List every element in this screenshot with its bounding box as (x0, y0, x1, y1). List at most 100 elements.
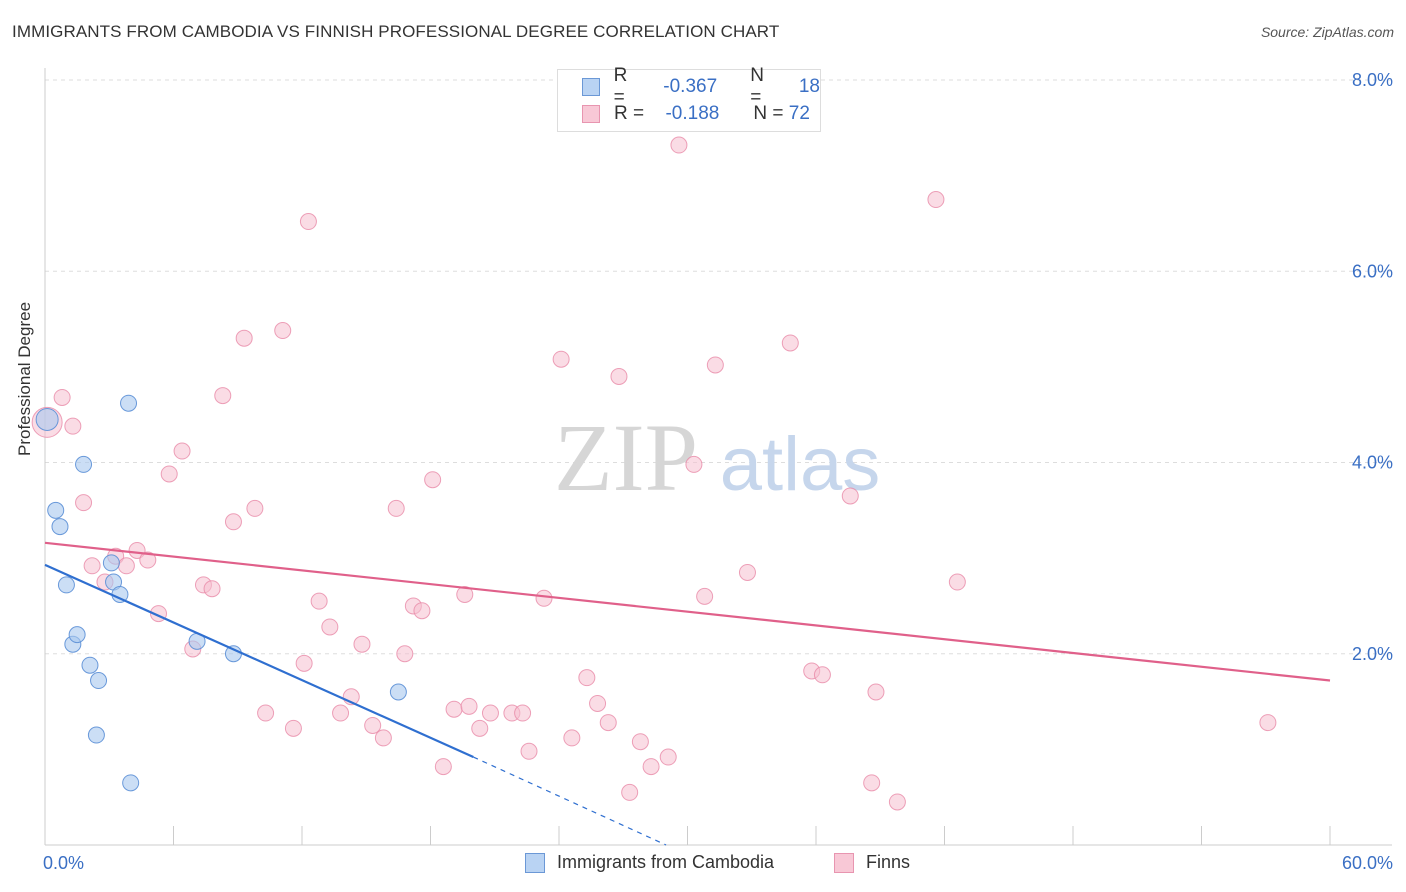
finns-point (460, 697, 478, 715)
n-value: 18 (798, 76, 820, 97)
finns-point (471, 719, 489, 737)
finns-point (589, 694, 607, 712)
trend-lines (44, 541, 1331, 846)
x-tick-label-min: 0.0% (43, 853, 84, 873)
legend-row-finns: R = -0.188 N = 72 (582, 102, 810, 126)
finns-point (456, 585, 474, 603)
finns-point (781, 334, 799, 352)
legend-label: Finns (866, 852, 911, 872)
cambodia-point (47, 501, 65, 519)
r-value: -0.188 (665, 103, 720, 124)
finns-point (563, 729, 581, 747)
finns-point (64, 417, 82, 435)
finns-point (445, 700, 463, 718)
cambodia-swatch (582, 78, 600, 96)
watermark: ZIP atlas (554, 404, 880, 511)
cambodia-point (87, 726, 105, 744)
legend-item-cambodia[interactable]: Immigrants from Cambodia (525, 852, 774, 873)
finns-point (867, 683, 885, 701)
finns-point (621, 783, 639, 801)
finns-point (235, 329, 253, 347)
finns-trend-line (44, 541, 1331, 682)
cambodia-point (389, 683, 407, 701)
cambodia-point (122, 774, 140, 792)
finns-swatch (582, 105, 600, 123)
finns-point (160, 465, 178, 483)
n-value: 72 (788, 103, 810, 124)
finns-point (481, 704, 499, 722)
finns-point (578, 669, 596, 687)
cambodia-point (224, 645, 242, 663)
finns-point (332, 704, 350, 722)
finns-point (128, 541, 146, 559)
finns-point (387, 499, 405, 517)
r-value: -0.367 (663, 76, 718, 97)
y-tick-label: 2.0% (1352, 644, 1393, 664)
finns-point (83, 557, 101, 575)
correlation-legend: R = -0.367 N = 18 R = -0.188 N = 72 (557, 65, 821, 132)
cambodia-point (35, 407, 59, 431)
finns-point (246, 499, 264, 517)
finns-point (224, 513, 242, 531)
finns-point (599, 714, 617, 732)
finns-point (927, 191, 945, 209)
finns-point (863, 774, 881, 792)
finns-point (659, 748, 677, 766)
finns-point (284, 719, 302, 737)
finns-point (295, 654, 313, 672)
finns-point (374, 729, 392, 747)
y-tick-label: 4.0% (1352, 453, 1393, 473)
finns-points (31, 136, 1277, 811)
y-tick-label: 8.0% (1352, 70, 1393, 90)
axes (44, 68, 1392, 846)
finns-point (53, 388, 71, 406)
finns-point (520, 742, 538, 760)
n-label: N = (750, 65, 764, 108)
r-label: R = (614, 103, 645, 124)
legend-label: Immigrants from Cambodia (557, 852, 775, 872)
cambodia-point (75, 455, 93, 473)
finns-point (696, 587, 714, 605)
finns-point (75, 494, 93, 512)
finns-point (610, 367, 628, 385)
finns-point (139, 551, 157, 569)
finns-point (310, 592, 328, 610)
cambodia-point (102, 554, 120, 572)
finns-point (552, 350, 570, 368)
legend-item-finns[interactable]: Finns (834, 852, 910, 873)
finns-point (274, 322, 292, 340)
finns-point (364, 716, 382, 734)
cambodia-trend-line (44, 563, 474, 759)
x-tick-label-max: 60.0% (1342, 853, 1393, 873)
finns-point (214, 387, 232, 405)
cambodia-point (81, 656, 99, 674)
finns-point (631, 733, 649, 751)
legend-row-cambodia: R = -0.367 N = 18 (582, 65, 820, 108)
cambodia-trend-extension (473, 756, 667, 846)
cambodia-swatch (525, 852, 545, 873)
finns-swatch (834, 852, 854, 873)
y-axis-label-text: Professional Degree (15, 301, 34, 456)
tick-labels: 2.0% 4.0% 6.0% 8.0% 0.0% 60.0% (43, 70, 1393, 873)
finns-point (1259, 714, 1277, 732)
finns-point (948, 573, 966, 591)
finns-point (321, 618, 339, 636)
source-label: Source: ZipAtlas.com (1260, 24, 1394, 40)
finns-point (813, 666, 831, 684)
finns-point (706, 356, 724, 374)
finns-point (535, 589, 553, 607)
r-label: R = (613, 65, 628, 108)
finns-point (424, 471, 442, 489)
finns-point (257, 704, 275, 722)
watermark-zip: ZIP (554, 404, 698, 511)
finns-point (434, 758, 452, 776)
finns-point (413, 602, 431, 620)
cambodia-point (120, 394, 138, 412)
cambodia-point (90, 672, 108, 690)
finns-point (203, 580, 221, 598)
finns-point (888, 793, 906, 811)
finns-point (514, 704, 532, 722)
y-axis-label: Professional Degree (15, 302, 35, 456)
cambodia-points (35, 394, 407, 792)
